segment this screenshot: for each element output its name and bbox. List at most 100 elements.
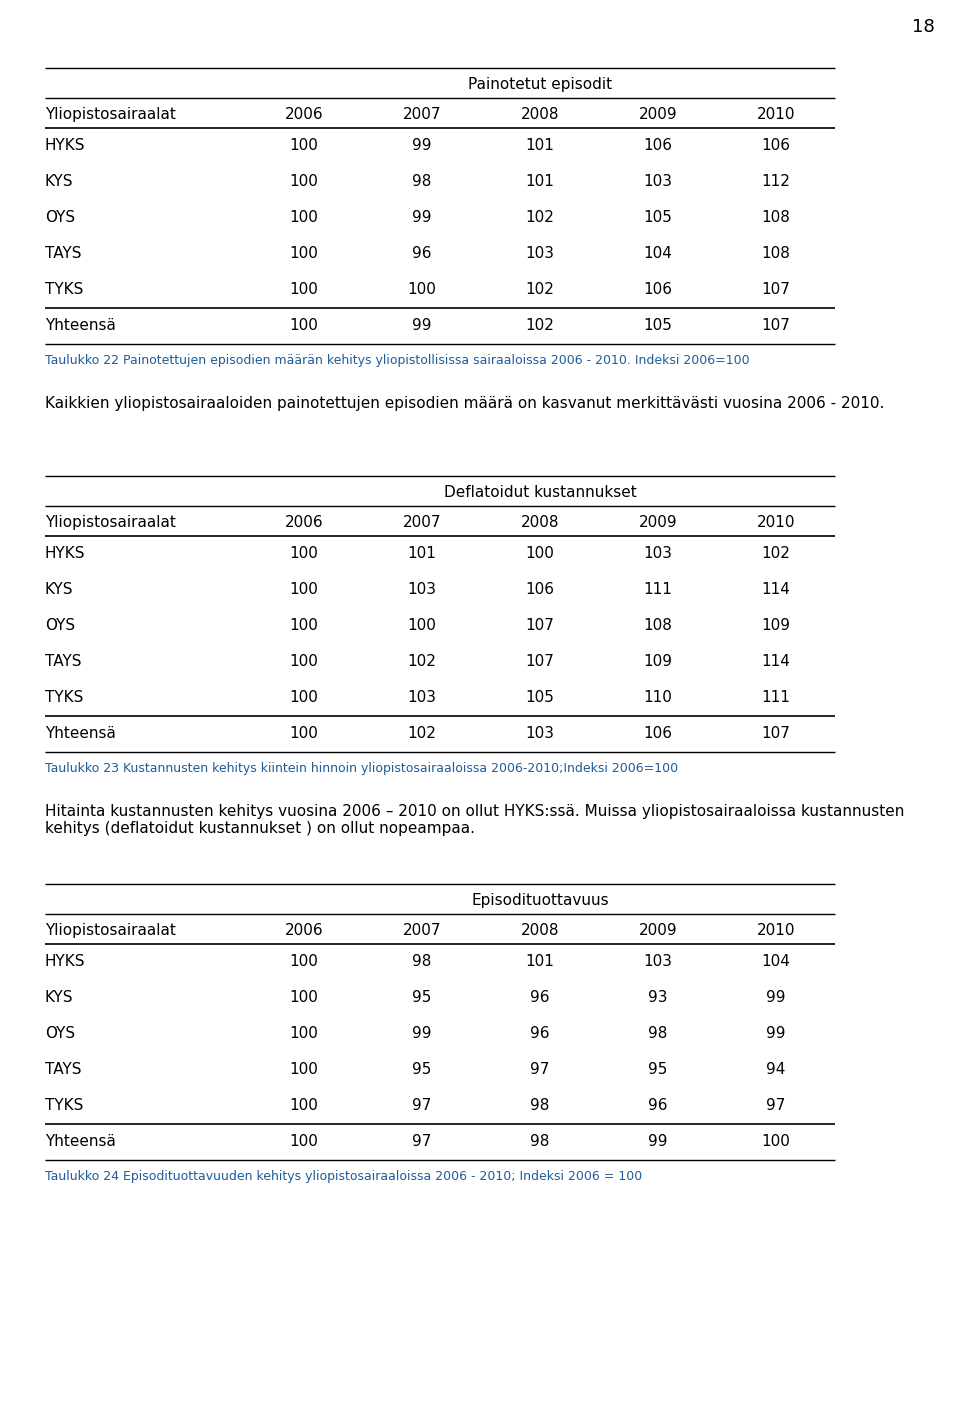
Text: TYKS: TYKS: [45, 1098, 84, 1114]
Text: 2007: 2007: [403, 923, 442, 938]
Text: 112: 112: [761, 174, 790, 190]
Text: 96: 96: [648, 1098, 668, 1114]
Text: 108: 108: [761, 247, 790, 261]
Text: 100: 100: [290, 991, 319, 1005]
Text: 100: 100: [290, 1135, 319, 1149]
Text: Taulukko 22 Painotettujen episodien määrän kehitys yliopistollisissa sairaaloiss: Taulukko 22 Painotettujen episodien määr…: [45, 354, 750, 366]
Text: 100: 100: [290, 1027, 319, 1041]
Text: 93: 93: [648, 991, 668, 1005]
Text: 2010: 2010: [756, 107, 795, 123]
Text: Kaikkien yliopistosairaaloiden painotettujen episodien määrä on kasvanut merkitt: Kaikkien yliopistosairaaloiden painotett…: [45, 396, 884, 411]
Text: 107: 107: [761, 726, 790, 742]
Text: 102: 102: [525, 282, 555, 298]
Text: 99: 99: [766, 991, 785, 1005]
Text: 102: 102: [408, 726, 437, 742]
Text: HYKS: HYKS: [45, 954, 85, 970]
Text: Painotetut episodit: Painotetut episodit: [468, 77, 612, 93]
Text: 97: 97: [412, 1135, 432, 1149]
Text: 100: 100: [290, 318, 319, 334]
Text: 108: 108: [761, 211, 790, 225]
Text: 103: 103: [643, 546, 673, 562]
Text: 111: 111: [761, 690, 790, 706]
Text: 101: 101: [525, 954, 555, 970]
Text: 101: 101: [525, 174, 555, 190]
Text: 99: 99: [412, 318, 432, 334]
Text: 100: 100: [290, 1098, 319, 1114]
Text: 107: 107: [525, 655, 555, 669]
Text: 98: 98: [412, 954, 432, 970]
Text: Taulukko 23 Kustannusten kehitys kiintein hinnoin yliopistosairaaloissa 2006-201: Taulukko 23 Kustannusten kehitys kiintei…: [45, 761, 678, 774]
Text: 97: 97: [530, 1062, 550, 1078]
Text: 100: 100: [290, 211, 319, 225]
Text: 106: 106: [643, 726, 673, 742]
Text: 100: 100: [290, 726, 319, 742]
Text: 97: 97: [766, 1098, 785, 1114]
Text: 99: 99: [766, 1027, 785, 1041]
Text: 2007: 2007: [403, 515, 442, 530]
Text: TAYS: TAYS: [45, 247, 82, 261]
Text: 95: 95: [412, 1062, 432, 1078]
Text: 110: 110: [643, 690, 672, 706]
Text: TYKS: TYKS: [45, 282, 84, 298]
Text: 2006: 2006: [285, 107, 324, 123]
Text: 2009: 2009: [638, 515, 678, 530]
Text: 99: 99: [412, 211, 432, 225]
Text: OYS: OYS: [45, 619, 75, 633]
Text: 2010: 2010: [756, 923, 795, 938]
Text: 109: 109: [643, 655, 673, 669]
Text: 103: 103: [525, 247, 555, 261]
Text: 98: 98: [648, 1027, 668, 1041]
Text: 95: 95: [412, 991, 432, 1005]
Text: 96: 96: [530, 991, 550, 1005]
Text: OYS: OYS: [45, 1027, 75, 1041]
Text: 100: 100: [408, 619, 437, 633]
Text: 96: 96: [530, 1027, 550, 1041]
Text: 103: 103: [643, 954, 673, 970]
Text: 106: 106: [761, 138, 790, 154]
Text: TAYS: TAYS: [45, 655, 82, 669]
Text: 108: 108: [643, 619, 672, 633]
Text: 107: 107: [525, 619, 555, 633]
Text: Yhteensä: Yhteensä: [45, 1135, 116, 1149]
Text: 104: 104: [643, 247, 672, 261]
Text: Yliopistosairaalat: Yliopistosairaalat: [45, 107, 176, 123]
Text: 18: 18: [912, 19, 935, 36]
Text: 100: 100: [290, 174, 319, 190]
Text: 2006: 2006: [285, 923, 324, 938]
Text: 105: 105: [643, 211, 672, 225]
Text: 102: 102: [525, 211, 555, 225]
Text: 106: 106: [643, 138, 673, 154]
Text: Yhteensä: Yhteensä: [45, 318, 116, 334]
Text: 102: 102: [525, 318, 555, 334]
Text: 100: 100: [290, 954, 319, 970]
Text: Deflatoidut kustannukset: Deflatoidut kustannukset: [444, 485, 636, 501]
Text: 103: 103: [407, 690, 437, 706]
Text: 98: 98: [530, 1098, 550, 1114]
Text: 100: 100: [290, 655, 319, 669]
Text: KYS: KYS: [45, 991, 74, 1005]
Text: 114: 114: [761, 655, 790, 669]
Text: 100: 100: [525, 546, 555, 562]
Text: Episodituottavuus: Episodituottavuus: [471, 893, 609, 908]
Text: 100: 100: [290, 619, 319, 633]
Text: 109: 109: [761, 619, 790, 633]
Text: 96: 96: [412, 247, 432, 261]
Text: HYKS: HYKS: [45, 546, 85, 562]
Text: 100: 100: [290, 546, 319, 562]
Text: OYS: OYS: [45, 211, 75, 225]
Text: 114: 114: [761, 582, 790, 597]
Text: 103: 103: [407, 582, 437, 597]
Text: 102: 102: [408, 655, 437, 669]
Text: 100: 100: [290, 282, 319, 298]
Text: 106: 106: [525, 582, 555, 597]
Text: 99: 99: [412, 138, 432, 154]
Text: 103: 103: [643, 174, 673, 190]
Text: 105: 105: [525, 690, 555, 706]
Text: 2006: 2006: [285, 515, 324, 530]
Text: Taulukko 24 Episodituottavuuden kehitys yliopistosairaaloissa 2006 - 2010; Indek: Taulukko 24 Episodituottavuuden kehitys …: [45, 1169, 642, 1184]
Text: HYKS: HYKS: [45, 138, 85, 154]
Text: 100: 100: [290, 138, 319, 154]
Text: 2007: 2007: [403, 107, 442, 123]
Text: 102: 102: [761, 546, 790, 562]
Text: 103: 103: [525, 726, 555, 742]
